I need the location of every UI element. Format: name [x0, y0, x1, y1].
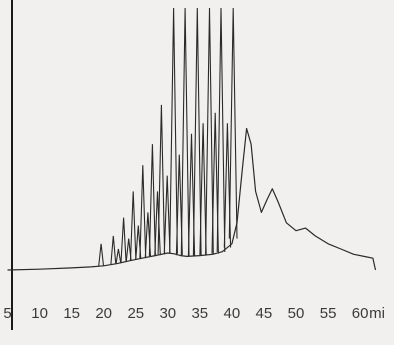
x-tick-label: 15 [63, 305, 80, 322]
x-tick-label: 55 [320, 305, 337, 322]
peak-19 [199, 123, 207, 256]
trace-layer [7, 7, 377, 271]
peak-18 [192, 7, 202, 256]
x-tick-label: 5 [3, 305, 11, 322]
peak-3 [115, 248, 122, 264]
peak-1 [98, 243, 105, 267]
peak-16 [180, 7, 190, 257]
peak-22 [216, 7, 226, 253]
x-tick-label: 50 [288, 305, 305, 322]
peak-13 [163, 175, 171, 254]
x-tick-label: 45 [256, 305, 273, 322]
x-tick-label: 60 [352, 305, 369, 322]
peak-8 [139, 165, 147, 259]
peak-12 [157, 104, 166, 255]
x-tick-label: 40 [224, 305, 241, 322]
peak-10 [148, 144, 156, 257]
x-unit-suffix: mi [369, 305, 385, 322]
x-tick-label: 25 [127, 305, 144, 322]
x-tick-labels: 5 10 15 20 25 30 35 40 45 50 55 60 mi [3, 305, 385, 322]
peak-4 [120, 217, 127, 263]
x-tick-label: 10 [31, 305, 48, 322]
peak-6 [129, 191, 137, 261]
baseline-trace [7, 127, 377, 271]
peak-20 [205, 7, 214, 255]
peak-2 [110, 235, 117, 265]
peak-21 [211, 112, 219, 254]
peak-11 [154, 191, 161, 256]
peak-14 [169, 7, 178, 254]
peak-24 [228, 7, 238, 239]
x-tick-label: 30 [159, 305, 176, 322]
x-tick-label: 20 [95, 305, 112, 322]
x-tick-label: 35 [191, 305, 208, 322]
